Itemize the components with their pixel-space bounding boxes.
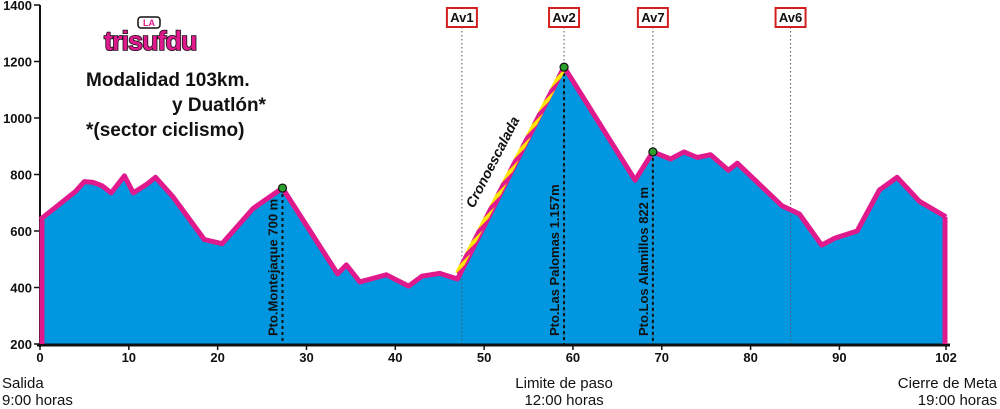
aid-station-frame [774,7,807,28]
x-tick-label: 20 [210,350,224,365]
profile-line [38,64,948,289]
logo-small-text: LA [143,18,155,28]
trisufdu-logo: LA trisufdu [103,16,198,56]
y-tick-label: 1400 [3,0,32,13]
aid-station-label: Av1 [450,10,473,25]
x-tick-label: 102 [935,350,957,365]
aid-station-label: Av7 [641,10,664,25]
aid-station-frame [548,7,581,28]
x-tick-label: 30 [299,350,313,365]
summit-label: Pto.Las Palomas 1.157m [547,184,562,336]
y-tick-label: 1200 [3,55,32,70]
profile-area [40,67,946,344]
y-tick-label: 1000 [3,111,32,126]
x-tick-label: 80 [743,350,757,365]
y-tick-label: 200 [10,337,32,352]
climb-segment [455,66,567,275]
bottom-label-line2: 19:00 horas [918,392,997,409]
summit-point [559,62,569,72]
summit-point [277,183,288,193]
x-tick-label: 0 [36,350,43,365]
x-tick-label: 60 [566,350,580,365]
bottom-label-line1: Limite de paso [515,375,613,392]
aid-station-box: Av2 [548,7,581,28]
summit-point [648,147,658,157]
bottom-label-line2: 12:00 horas [524,392,603,409]
logo-main-text: trisufdu [104,26,197,56]
aid-station-box: Av7 [636,7,669,28]
heading-line-1: Modalidad 103km. [86,70,250,91]
y-tick-label: 600 [10,224,32,239]
heading-line-2: y Duatlón* [172,95,266,116]
aid-station-box: Av6 [774,7,807,28]
aid-station-frame [445,7,478,28]
aid-station-box: Av1 [445,7,478,28]
aid-station-frame [636,7,669,28]
x-tick-label: 10 [122,350,136,365]
heading-line-3: *(sector ciclismo) [86,120,245,141]
x-tick-label: 90 [832,350,846,365]
bottom-label-line2: 9:00 horas [2,392,73,409]
x-tick-label: 70 [655,350,669,365]
bottom-label-line1: Salida [2,375,44,392]
summit-label: Pto.Montejaque 700 m [265,199,280,336]
y-tick-label: 800 [10,168,32,183]
y-tick-label: 400 [10,281,32,296]
aid-station-label: Av6 [779,10,802,25]
bottom-label-line1: Cierre de Meta [898,375,998,392]
aid-station-label: Av2 [552,10,575,25]
x-tick-label: 40 [388,350,402,365]
x-tick-label: 50 [477,350,491,365]
summit-label: Pto.Los Alamillos 822 m [636,187,651,336]
